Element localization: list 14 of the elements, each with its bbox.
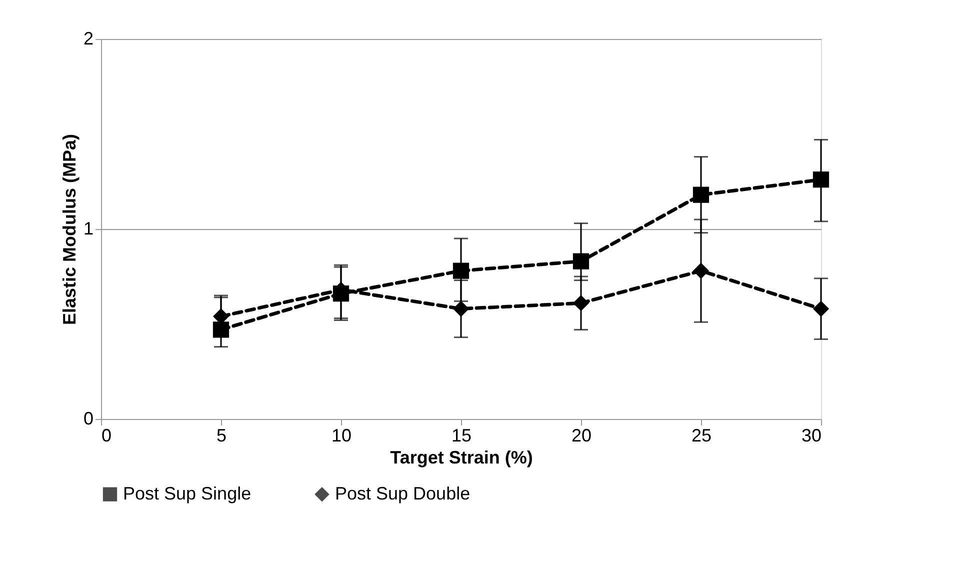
legend-label: Post Sup Single <box>123 483 252 504</box>
x-tick-label: 25 <box>691 426 712 446</box>
x-tick-label: 20 <box>571 426 592 446</box>
y-tick-label: 2 <box>83 28 94 48</box>
y-tick-label: 0 <box>83 408 94 428</box>
x-axis-title: Target Strain (%) <box>390 448 533 468</box>
x-tick-label: 10 <box>331 426 352 446</box>
x-tick-label: 0 <box>102 426 112 446</box>
y-tick-label: 1 <box>83 218 94 238</box>
x-tick-label: 30 <box>801 426 822 446</box>
x-tick-label: 5 <box>216 426 227 446</box>
legend-label: Post Sup Double <box>335 483 470 504</box>
x-tick-label: 15 <box>451 426 472 446</box>
y-axis-title: Elastic Modulus (MPa) <box>59 134 80 326</box>
